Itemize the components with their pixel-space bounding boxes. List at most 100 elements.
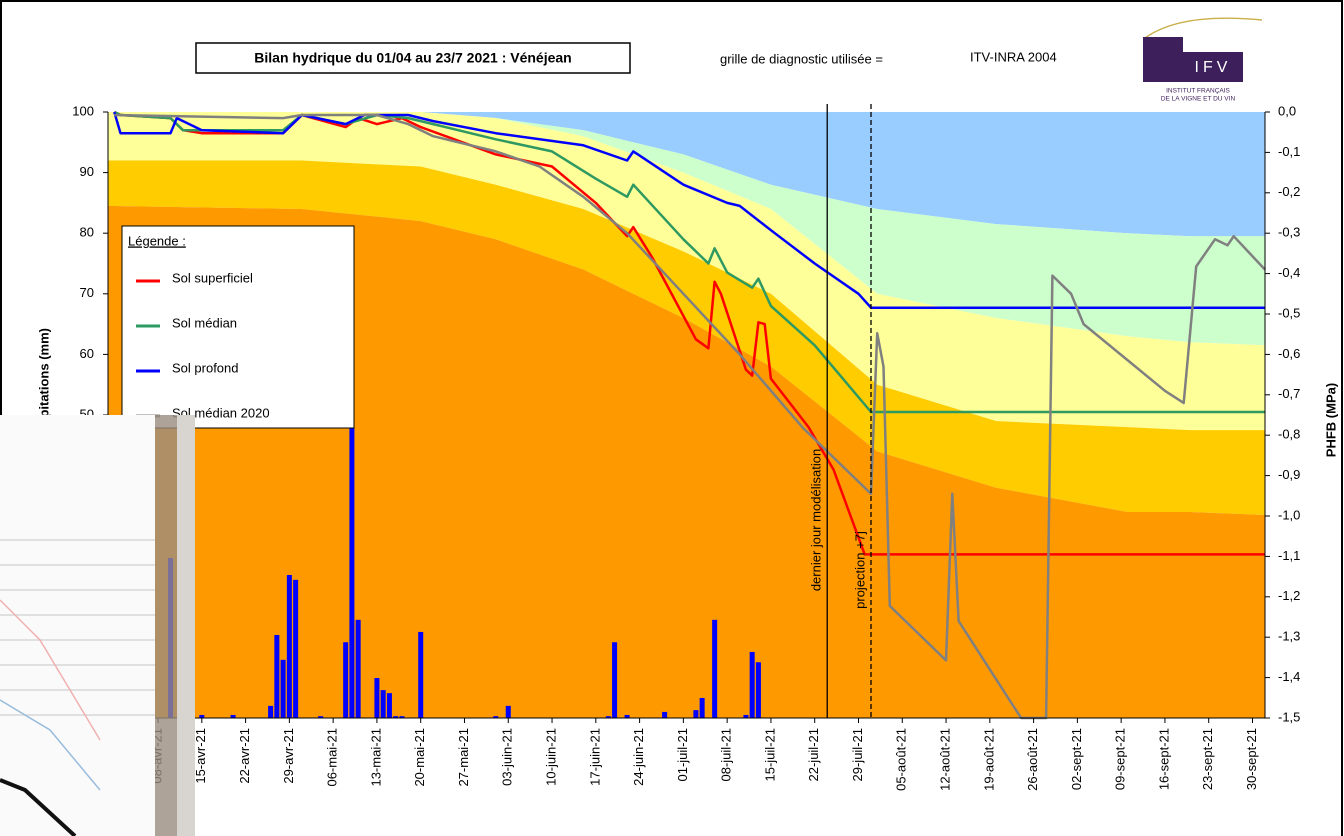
y2-tick-label: -1,1 — [1278, 548, 1300, 563]
y2-tick-label: -0,1 — [1278, 144, 1300, 159]
rain-bar — [755, 662, 761, 718]
series-line — [113, 111, 1265, 309]
y-tick-label: 100 — [72, 103, 94, 118]
rain-bar — [493, 716, 499, 718]
header: Bilan hydrique du 01/04 au 23/7 2021 : V… — [195, 17, 1263, 103]
marker-label: dernier jour modélisation — [809, 449, 824, 591]
y2-tick-label: -1,0 — [1278, 507, 1300, 522]
overlay-curve — [0, 778, 77, 836]
y-tick-label: 80 — [80, 225, 94, 240]
x-tick-label: 05-août-21 — [894, 728, 909, 791]
legend-label: Sol profond — [172, 360, 239, 375]
series-line — [113, 110, 1265, 414]
overlay-panel — [0, 415, 155, 836]
marker-label: projection +7j — [852, 531, 867, 609]
legend-label: Sol médian — [172, 315, 237, 330]
overlay-lines — [0, 539, 155, 716]
y2-axis-label: PHFB (MPa) — [1323, 383, 1338, 457]
x-tick-label: 22-avr-21 — [237, 728, 252, 784]
logo-swirl — [1144, 17, 1263, 39]
x-tick-label: 12-août-21 — [937, 728, 952, 791]
logo-name: IFV — [1195, 59, 1232, 76]
y2-tick-label: -0,2 — [1278, 184, 1300, 199]
y2-tick-label: -0,9 — [1278, 467, 1300, 482]
rain-bar — [268, 705, 274, 718]
x-tick-label: 03-juin-21 — [500, 728, 515, 786]
x-tick-label: 06-mai-21 — [325, 728, 340, 787]
rain-bar — [505, 705, 511, 718]
zone — [108, 160, 1265, 515]
rain-bar — [749, 651, 755, 718]
x-tick-label: 27-mai-21 — [456, 728, 471, 787]
x-tick-label: 26-août-21 — [1025, 728, 1040, 791]
zone — [108, 112, 1265, 431]
y-tick-label: 70 — [80, 285, 94, 300]
x-tick-label: 30-sept-21 — [1244, 728, 1259, 790]
x-tick-label: 09-sept-21 — [1113, 728, 1128, 790]
x-tick-label: 13-mai-21 — [368, 728, 383, 787]
overlay — [0, 415, 195, 836]
y-tick-label: 90 — [80, 164, 94, 179]
legend-label: Sol médian 2020 — [172, 405, 270, 420]
rain-bar — [418, 631, 424, 718]
rain-bar — [393, 716, 399, 718]
rain-bar — [612, 642, 618, 718]
rain-bar — [380, 690, 386, 718]
legend-box — [121, 225, 355, 429]
y2-tick-label: -0,7 — [1278, 386, 1300, 401]
y-tick-label: 60 — [80, 346, 94, 361]
rain-bar — [274, 634, 280, 718]
rain-bar — [318, 716, 324, 718]
rain-bar — [605, 716, 611, 718]
rain-bar — [349, 411, 355, 718]
grid-label: grille de diagnostic utilisée = — [720, 51, 883, 66]
x-tick-label: 19-août-21 — [981, 728, 996, 791]
logo-square — [1143, 37, 1183, 82]
y2-tick-label: -0,3 — [1278, 225, 1300, 240]
y2-tick-label: -0,4 — [1278, 265, 1300, 280]
rain-bar — [386, 693, 392, 718]
y2-tick-label: -1,4 — [1278, 669, 1300, 684]
y2-tick-label: -1,2 — [1278, 588, 1300, 603]
title-box — [195, 42, 631, 74]
rain-bar — [286, 574, 292, 718]
x-tick-label: 15-avr-21 — [193, 728, 208, 784]
x-tick-label: 08-juil-21 — [719, 728, 734, 781]
x-tick-label: 16-sept-21 — [1156, 728, 1171, 790]
x-tick-label: 29-avr-21 — [281, 728, 296, 784]
rain-bar — [699, 698, 705, 718]
rain-bar — [230, 714, 236, 718]
x-tick-label: 22-juil-21 — [806, 728, 821, 781]
x-tick-label: 15-juil-21 — [762, 728, 777, 781]
y2-tick-label: -1,3 — [1278, 629, 1300, 644]
y2-tick-label: -0,6 — [1278, 346, 1300, 361]
grid-name: ITV-INRA 2004 — [970, 49, 1057, 64]
rain-bar — [280, 659, 286, 718]
x-tick-label: 23-sept-21 — [1200, 728, 1215, 790]
rain-bar — [399, 716, 405, 718]
rain-bar — [693, 710, 699, 718]
rain-bar — [662, 711, 668, 718]
series-line — [114, 113, 1266, 720]
plot: dernier jour modélisation projection +7j 0… — [36, 103, 1338, 790]
rain-bar — [199, 714, 205, 718]
y2-tick-label: 0,0 — [1278, 103, 1296, 118]
overlay-curve — [0, 699, 101, 791]
x-tick-label: 01-juil-21 — [675, 728, 690, 781]
x-tick-label: 02-sept-21 — [1069, 728, 1084, 790]
x-tick-label: 17-juin-21 — [587, 728, 602, 786]
x-tick-label: 24-juin-21 — [631, 728, 646, 786]
legend-label: Sol superficiel — [172, 270, 253, 285]
x-tick-label: 20-mai-21 — [412, 728, 427, 787]
rain-bar — [743, 714, 749, 718]
logo-tagline: INSTITUT FRANÇAIS — [1166, 88, 1230, 95]
rain-bar — [343, 642, 349, 718]
y2-tick-label: -1,5 — [1278, 709, 1300, 724]
rain-bar — [293, 579, 299, 718]
overlay-strip — [177, 415, 195, 836]
overlay-curve — [0, 599, 101, 741]
rain-bar — [624, 714, 630, 718]
legend-title: Légende : — [128, 233, 186, 248]
y2-tick-label: -0,8 — [1278, 427, 1300, 442]
